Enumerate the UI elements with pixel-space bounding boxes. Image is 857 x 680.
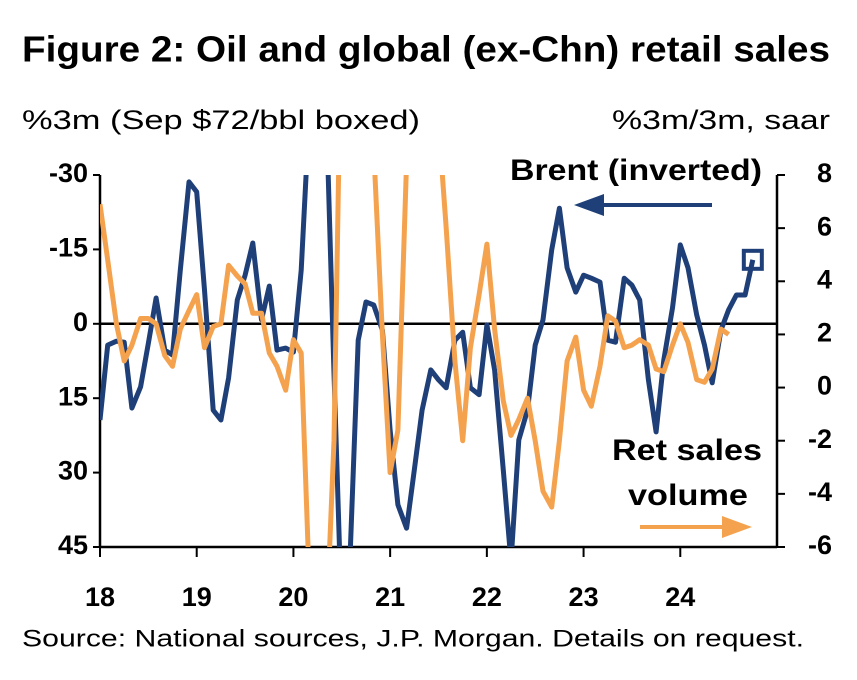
brent-arrow (574, 194, 712, 216)
x-tick-label: 19 (182, 582, 212, 612)
y-tick-label: -15 (49, 233, 88, 263)
y2-tick-label: 8 (817, 158, 832, 188)
x-tick-label: 20 (278, 582, 308, 612)
series-group (100, 175, 731, 547)
y2-tick-label: -2 (808, 424, 832, 454)
y-tick-label: -30 (49, 158, 88, 188)
y2-tick-label: -4 (808, 477, 832, 507)
data-line (100, 175, 731, 547)
x-tick-label: 18 (85, 582, 115, 612)
y2-tick-label: 4 (817, 264, 832, 294)
boxed-point (741, 248, 764, 271)
y-tick-label: 0 (73, 307, 88, 337)
x-tick-label: 21 (375, 582, 405, 612)
y2-axis-label: %3m/3m, saar (612, 105, 830, 135)
y-axis-label: %3m (Sep $72/bbl boxed) (22, 105, 420, 135)
y2-tick-label: 0 (817, 371, 832, 401)
retail-arrow (640, 516, 752, 538)
source-note: Source: National sources, J.P. Morgan. D… (22, 625, 804, 652)
series-annotation: Ret sales (612, 434, 762, 467)
x-tick-label: 24 (665, 582, 695, 612)
y2-tick-label: 6 (817, 211, 832, 241)
x-tick-label: 23 (569, 582, 599, 612)
y2-tick-label: 2 (817, 318, 832, 348)
y2-tick-label: -6 (808, 530, 832, 560)
chart-title: Figure 2: Oil and global (ex-Chn) retail… (22, 29, 830, 70)
series-annotation: Brent (inverted) (510, 154, 762, 187)
y-tick-label: 45 (58, 530, 88, 560)
series-annotation: volume (628, 479, 748, 512)
x-tick-label: 22 (472, 582, 502, 612)
y-tick-label: 15 (58, 381, 88, 411)
y-tick-label: 30 (58, 456, 88, 486)
